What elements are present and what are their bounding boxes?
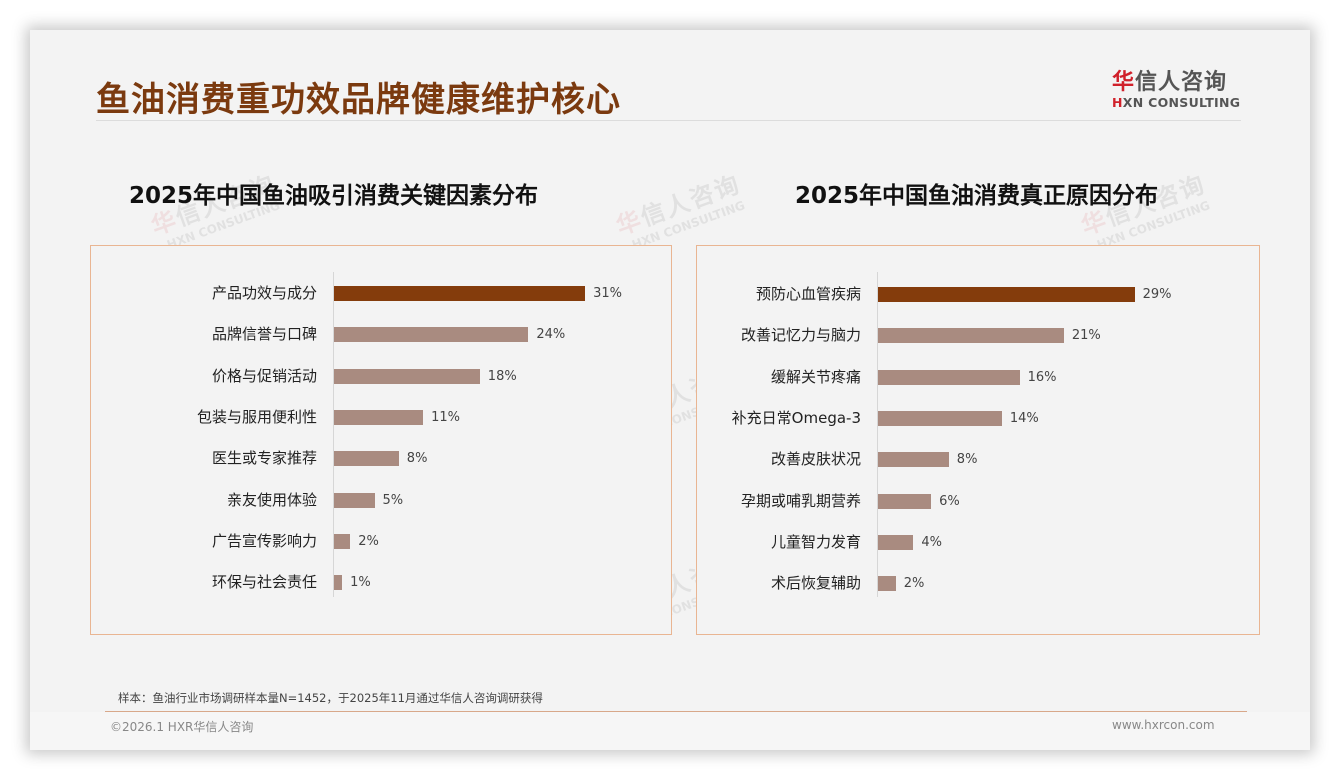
bar-row: 预防心血管疾病 29% [697, 274, 1259, 315]
bar [878, 534, 914, 550]
bar [334, 286, 586, 301]
left-chart-title: 2025年中国鱼油吸引消费关键因素分布 [129, 183, 539, 209]
bar [334, 368, 480, 384]
right-chart-axis [877, 272, 878, 597]
bar-value-label: 16% [1027, 369, 1057, 385]
bar-row: 产品功效与成分 31% [91, 273, 671, 314]
bar [878, 410, 1002, 426]
bar-value-label: 2% [358, 533, 379, 549]
logo-english: HXN CONSULTING [1112, 95, 1241, 110]
bar-row: 补充日常Omega-3 14% [697, 398, 1259, 439]
bar-row: 医生或专家推荐 8% [91, 438, 671, 479]
bar-value-label: 29% [1142, 287, 1172, 302]
bar-category-label: 产品功效与成分 [211, 284, 317, 302]
bar [334, 409, 424, 425]
bar [878, 452, 949, 468]
bar-row: 术后恢复辅助 2% [697, 563, 1259, 604]
footer-divider [105, 711, 1247, 712]
bar-row: 价格与促销活动 18% [91, 356, 671, 397]
bar-category-label: 广告宣传影响力 [211, 531, 317, 550]
bar-row: 儿童智力发育 4% [697, 522, 1259, 563]
bar-row: 环保与社会责任 1% [91, 562, 671, 603]
bar-value-label: 11% [431, 409, 460, 425]
bar-value-label: 4% [921, 534, 943, 550]
bar-value-label: 18% [487, 368, 517, 384]
footer-band [30, 712, 1310, 750]
bar-value-label: 6% [939, 493, 960, 509]
bar-category-label: 预防心血管疾病 [755, 285, 861, 303]
right-chart-title: 2025年中国鱼油消费真正原因分布 [795, 183, 1159, 209]
bar-category-label: 品牌信誉与口碑 [211, 325, 317, 344]
bar-value-label: 5% [382, 492, 404, 508]
title-divider [96, 120, 1241, 121]
slide: 华信人咨询 HXN CONSULTING 华信人咨询 HXN CONSULTIN… [30, 30, 1310, 750]
bar-row: 改善皮肤状况 8% [697, 439, 1259, 480]
bar-row: 亲友使用体验 5% [91, 480, 671, 521]
left-chart-panel: 产品功效与成分 31% 品牌信誉与口碑 24% 价格与促销活动 18% 包装与服用便利性 11… [90, 245, 672, 635]
bar-category-label: 补充日常Omega-3 [731, 408, 861, 427]
bar-value-label: 8% [956, 452, 978, 468]
bar [878, 369, 1020, 385]
bar [334, 575, 343, 591]
bar-row: 改善记忆力与脑力 21% [697, 315, 1259, 356]
bar-row: 孕期或哺乳期营养 6% [697, 481, 1259, 522]
bar-category-label: 亲友使用体验 [226, 490, 317, 509]
bar-category-label: 环保与社会责任 [211, 573, 317, 592]
bar-category-label: 改善皮肤状况 [770, 450, 861, 469]
right-chart-panel: 预防心血管疾病 29% 改善记忆力与脑力 21% 缓解关节疼痛 16% 补充日常Omega-… [696, 245, 1260, 635]
bar-row: 包装与服用便利性 11% [91, 397, 671, 438]
bar-row: 缓解关节疼痛 16% [697, 357, 1259, 398]
left-chart-axis [333, 272, 334, 597]
bar-value-label: 2% [903, 576, 925, 592]
bar [334, 533, 351, 549]
watermark: 华信人咨询 HXN CONSULTING [612, 169, 747, 253]
bar-category-label: 价格与促销活动 [211, 366, 317, 385]
bar-row: 品牌信誉与口碑 24% [91, 314, 671, 355]
bar-value-label: 21% [1071, 328, 1101, 344]
bar [334, 327, 529, 343]
bar [878, 328, 1064, 344]
bar-value-label: 8% [406, 451, 428, 467]
sample-note: 样本：鱼油行业市场调研样本量N=1452，于2025年11月通过华信人咨询调研获… [118, 691, 543, 705]
website-link[interactable]: www.hxrcon.com [1112, 718, 1215, 732]
bar [334, 492, 375, 508]
company-logo: 华信人咨询 HXN CONSULTING [1112, 64, 1242, 110]
bar-value-label: 31% [593, 286, 622, 301]
bar [878, 493, 932, 509]
bar-category-label: 改善记忆力与脑力 [740, 326, 861, 345]
bar-category-label: 缓解关节疼痛 [770, 367, 861, 386]
bar [334, 451, 399, 467]
bar-category-label: 儿童智力发育 [770, 532, 861, 551]
bar [878, 287, 1135, 302]
bar-category-label: 包装与服用便利性 [196, 407, 317, 426]
page-title: 鱼油消费重功效品牌健康维护核心 [96, 80, 621, 120]
bar [878, 576, 896, 592]
bar-value-label: 24% [536, 327, 566, 343]
bar-value-label: 14% [1009, 410, 1039, 426]
bar-row: 广告宣传影响力 2% [91, 521, 671, 562]
bar-value-label: 1% [350, 575, 371, 591]
bar-category-label: 医生或专家推荐 [211, 449, 317, 468]
bar-category-label: 术后恢复辅助 [770, 574, 861, 593]
bar-category-label: 孕期或哺乳期营养 [740, 491, 861, 510]
copyright: ©2026.1 HXR华信人咨询 [110, 720, 254, 734]
logo-chinese: 华信人咨询 [1112, 70, 1228, 95]
